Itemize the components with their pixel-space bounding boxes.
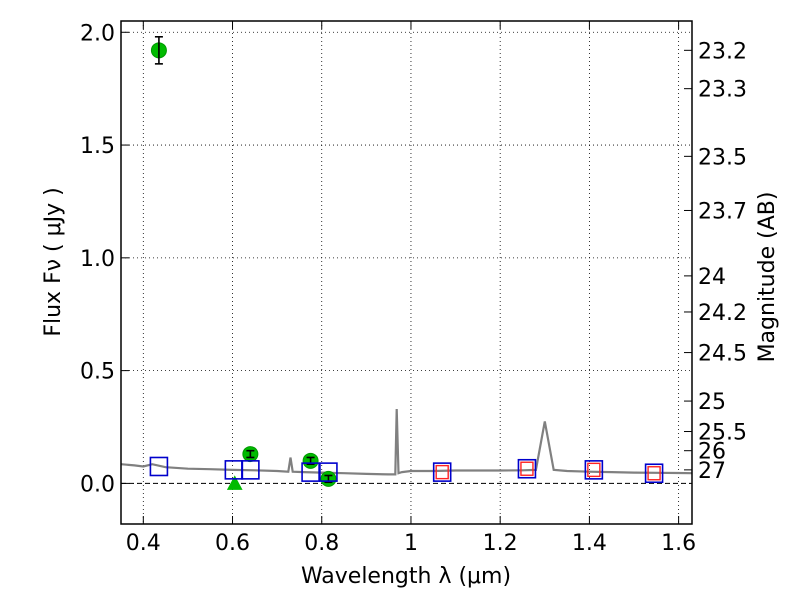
x-tick-label: 1.2 xyxy=(483,531,518,556)
observed-point xyxy=(150,35,167,65)
model-nir-square xyxy=(517,458,537,479)
x-tick-label: 1.6 xyxy=(661,531,696,556)
y-tick-label: 1.0 xyxy=(80,247,115,272)
magnitude-tick-label: 24.2 xyxy=(698,301,747,326)
magnitude-tick-label: 26 xyxy=(698,440,726,465)
model-optical-square xyxy=(241,460,260,480)
observed-point xyxy=(242,446,259,463)
model-nir-square xyxy=(644,463,664,484)
magnitude-tick-label: 23.7 xyxy=(698,199,747,224)
model-optical-square xyxy=(319,462,338,482)
grid-lines xyxy=(121,21,692,524)
model-nir-square xyxy=(432,462,452,482)
model-nir-inner xyxy=(520,461,534,476)
x-tick-label: 1.4 xyxy=(572,531,607,556)
model-nir-inner xyxy=(587,462,601,478)
data-markers xyxy=(149,35,664,490)
plot-frame xyxy=(120,20,693,525)
model-nir-inner xyxy=(647,466,661,481)
model-nir-outer xyxy=(432,462,452,482)
y-axis-label: Flux Fν ( μJy ) xyxy=(41,187,66,336)
observed-point xyxy=(302,452,319,469)
magnitude-tick-label: 23.3 xyxy=(698,78,747,103)
magnitude-tick-label: 24.5 xyxy=(698,342,747,367)
magnitude-tick-label: 27 xyxy=(698,459,726,484)
y-tick-label: 0.5 xyxy=(80,360,115,385)
x-tick-label: 0.6 xyxy=(215,531,250,556)
model-nir-outer xyxy=(584,460,604,480)
observed-point xyxy=(320,470,337,487)
y-tick-label: 0.0 xyxy=(80,472,115,497)
magnitude-tick-label: 24 xyxy=(698,265,726,290)
magnitude-tick-label: 23.5 xyxy=(698,145,747,170)
x-tick-label: 0.8 xyxy=(304,531,339,556)
y-tick-label: 1.5 xyxy=(80,134,115,159)
magnitude-tick-label: 25.5 xyxy=(698,421,747,446)
x-tick-label: 1 xyxy=(404,531,418,556)
x-tick-label: 0.4 xyxy=(126,531,161,556)
model-nir-square xyxy=(584,460,604,480)
model-nir-inner xyxy=(435,464,449,480)
model-spectrum xyxy=(120,408,693,476)
magnitude-tick-label: 23.2 xyxy=(698,39,747,64)
x-axis-label: Wavelength λ (μm) xyxy=(301,564,511,589)
y-tick-label: 2.0 xyxy=(80,21,115,46)
model-optical-square xyxy=(149,456,169,477)
y-axis-right-label: Magnitude (AB) xyxy=(755,192,780,363)
model-nir-outer xyxy=(644,463,664,484)
model-nir-outer xyxy=(517,458,537,479)
axis-ticks: 0.4 0.6 0.8 1 1.2 1.4 1.6 0.0 0.5 1.0 1.5 2.0 23.2 23… xyxy=(80,21,747,556)
model-optical-square xyxy=(301,462,320,482)
magnitude-tick-label: 25 xyxy=(698,390,726,415)
upper-limit-triangle xyxy=(226,475,243,490)
spectrum-line xyxy=(120,408,693,476)
